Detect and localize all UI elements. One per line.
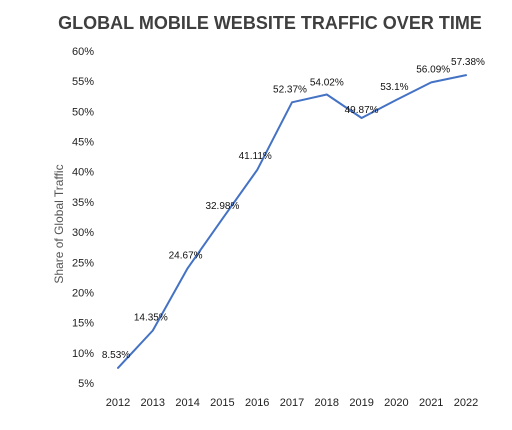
x-tick-label: 2013 [141, 397, 165, 409]
y-tick-label: 15% [72, 318, 94, 330]
series-line [117, 74, 467, 369]
x-tick-label: 2021 [419, 397, 443, 409]
data-label: 52.37% [273, 84, 307, 95]
y-tick-label: 35% [72, 197, 94, 209]
data-label: 14.35% [134, 312, 168, 323]
y-tick-label: 5% [78, 378, 94, 390]
y-tick-label: 10% [72, 348, 94, 360]
x-tick-label: 2016 [245, 397, 269, 409]
y-tick-label: 55% [72, 76, 94, 88]
y-tick-label: 25% [72, 257, 94, 269]
data-label: 57.38% [451, 57, 485, 68]
x-tick-label: 2018 [315, 397, 339, 409]
x-tick-label: 2015 [210, 397, 234, 409]
x-tick-label: 2022 [454, 397, 478, 409]
y-tick-label: 60% [72, 46, 94, 58]
x-tick-label: 2020 [384, 397, 408, 409]
y-tick-label: 40% [72, 167, 94, 179]
data-label: 24.67% [169, 250, 203, 261]
x-axis-ticks: 2012 2013 2014 2015 2016 2017 2018 2019 2020 2021… [106, 397, 478, 409]
data-label: 41.11% [239, 151, 272, 162]
data-label: 56.09% [416, 64, 450, 75]
y-tick-label: 20% [72, 287, 94, 299]
y-axis-ticks: 5% 10% 15% 20% 25% 30% 35% 40% 45% 50% 55% 60% [72, 46, 94, 390]
data-label: 53.1% [380, 82, 408, 93]
y-tick-label: 45% [72, 137, 94, 149]
x-tick-label: 2012 [106, 397, 130, 409]
data-label: 32.98% [205, 201, 239, 212]
x-tick-label: 2017 [280, 397, 304, 409]
y-tick-label: 30% [72, 227, 94, 239]
series-traffic-share [117, 74, 467, 369]
y-axis-label: Share of Global Traffic [52, 164, 66, 283]
x-tick-label: 2014 [175, 397, 199, 409]
x-tick-label: 2019 [349, 397, 373, 409]
chart-title: GLOBAL MOBILE WEBSITE TRAFFIC OVER TIME [58, 13, 482, 33]
data-label: 54.02% [310, 77, 344, 88]
data-label: 49.87% [345, 105, 379, 116]
data-label: 8.53% [102, 350, 130, 361]
y-tick-label: 50% [72, 106, 94, 118]
data-labels: 8.53% 14.35% 24.67% 32.98% 41.11% 52.37%54.02… [102, 57, 485, 361]
